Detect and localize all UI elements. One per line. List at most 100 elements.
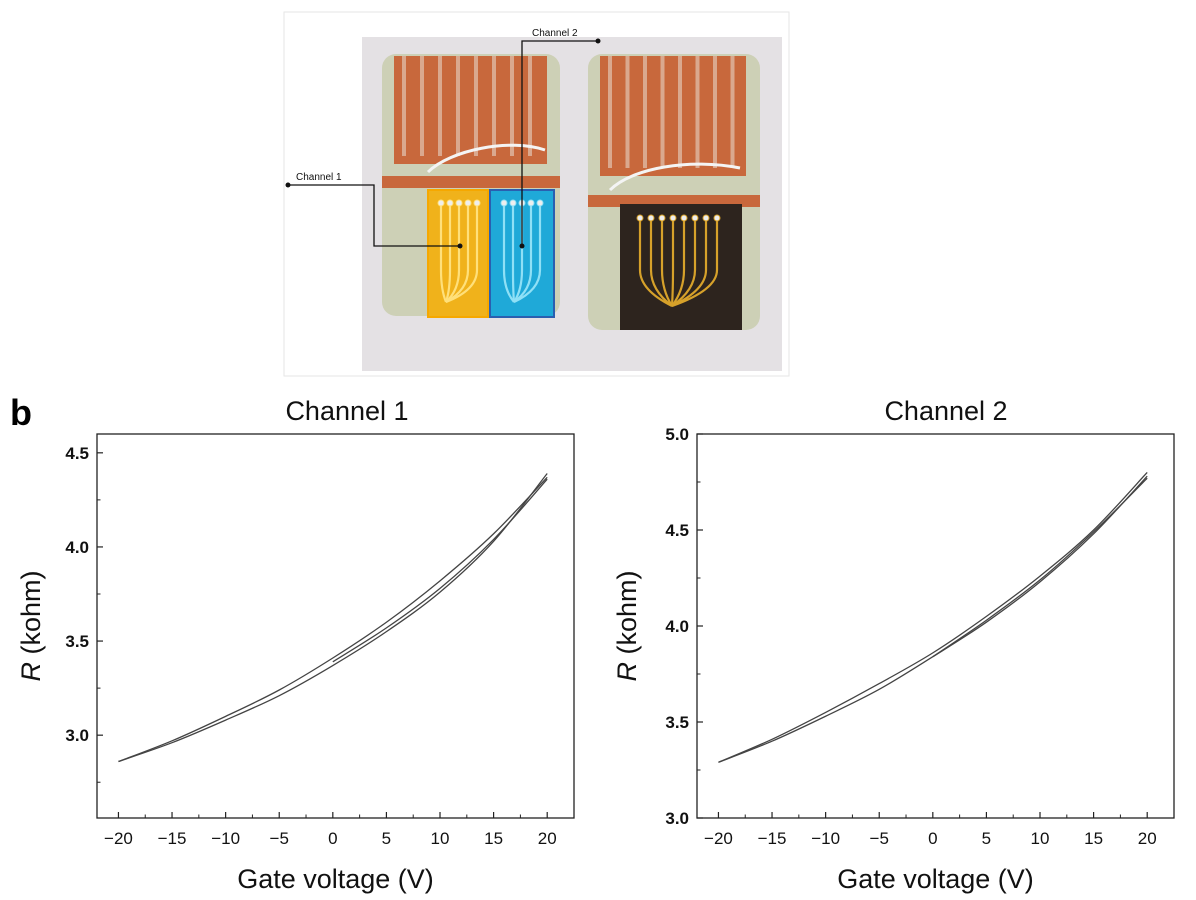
- y-tick-label: 4.0: [665, 617, 689, 636]
- electrode-pad: [500, 199, 508, 207]
- series-line-2: [118, 476, 548, 763]
- electrode-trace: [649, 221, 673, 307]
- electrode-trace: [671, 221, 719, 308]
- electrode-trace: [513, 206, 524, 303]
- electrode-pad: [669, 214, 677, 222]
- y-tick-label: 5.0: [665, 425, 689, 444]
- lead-gap: [492, 56, 496, 156]
- x-axis-label: Gate voltage (V): [237, 864, 434, 894]
- right-copper-leads: [608, 56, 735, 168]
- right-electrodes: [636, 214, 721, 308]
- callout-channel-2-label: Channel 2: [532, 28, 578, 39]
- lead-gap: [713, 56, 717, 168]
- x-tick-label: 10: [1031, 829, 1050, 848]
- series-line-3: [332, 478, 548, 663]
- electrode-trace: [671, 221, 686, 307]
- lead-gap: [474, 56, 478, 156]
- lead-gap: [660, 56, 665, 168]
- lead-gap: [402, 56, 406, 156]
- electrode-trace: [439, 206, 448, 303]
- x-tick-label: −10: [211, 829, 240, 848]
- y-tick-label: 4.5: [65, 444, 89, 463]
- x-tick-label: 10: [431, 829, 450, 848]
- left-device: [382, 54, 560, 318]
- x-axis-label: Gate voltage (V): [837, 864, 1034, 894]
- electrode-pad: [636, 214, 644, 222]
- y-tick-label: 3.5: [65, 632, 89, 651]
- x-tick-label: −5: [870, 829, 889, 848]
- x-tick-label: 20: [1138, 829, 1157, 848]
- chart-channel-1: Channel 1 −20 −15 −10 −5 0 5 10 15 20 3.0 3.5 4.0 4.5…: [16, 396, 575, 894]
- x-tick-label: 0: [928, 829, 937, 848]
- electrode-trace: [513, 206, 542, 303]
- electrode-trace: [445, 206, 479, 304]
- electrode-pad: [702, 214, 710, 222]
- callout-channel-1-label: Channel 1: [296, 172, 342, 183]
- x-tick-label: −20: [104, 829, 133, 848]
- y-tick-label: 3.0: [65, 726, 89, 745]
- electrode-pad: [464, 199, 472, 207]
- chart-channel-2: Channel 2 −20 −15 −10 −5 0 5 10 15 20 3.0 3.5 4.0 4.5…: [612, 396, 1175, 894]
- lead-gap: [420, 56, 424, 156]
- plot-frame: [696, 433, 1175, 819]
- electrode-pad: [536, 199, 544, 207]
- electrode-pad: [680, 214, 688, 222]
- lead-gap: [730, 56, 735, 168]
- series-line-3: [932, 477, 1148, 658]
- electrode-pad: [713, 214, 721, 222]
- x-tick-label: 5: [382, 829, 391, 848]
- chart-title: Channel 2: [884, 396, 1007, 426]
- dark-film-region: [620, 204, 742, 330]
- electrode-pad: [446, 199, 454, 207]
- channel-1-electrodes: [437, 199, 481, 304]
- electrode-trace: [511, 206, 516, 303]
- right-copper-pad-area: [600, 56, 746, 176]
- y-tick-label: 3.5: [665, 713, 689, 732]
- electrode-pad: [691, 214, 699, 222]
- electrode-pad: [658, 214, 666, 222]
- electrode-trace: [670, 221, 675, 307]
- x-tick-label: −15: [758, 829, 787, 848]
- y-tick-label: 4.0: [65, 538, 89, 557]
- x-tick-label: 0: [328, 829, 337, 848]
- x-tick-label: 15: [1084, 829, 1103, 848]
- lead-gap: [456, 56, 460, 156]
- panel-label-b: b: [10, 392, 32, 433]
- x-tick-label: 15: [484, 829, 503, 848]
- chart-title: Channel 1: [285, 396, 408, 426]
- electrode-pad: [437, 199, 445, 207]
- y-tick-label: 4.5: [665, 521, 689, 540]
- x-tick-label: −15: [158, 829, 187, 848]
- plot-frame: [96, 433, 575, 819]
- lead-gap: [695, 56, 700, 168]
- electrode-pad: [455, 199, 463, 207]
- lead-gap: [643, 56, 647, 168]
- y-axis-label: R (kohm): [16, 570, 46, 681]
- lead-gap: [438, 56, 442, 156]
- callout-channel-1: Channel 1: [285, 172, 463, 249]
- device-photo: Channel 1 Channel 2: [283, 11, 790, 377]
- electrode-trace: [660, 221, 673, 307]
- electrode-pad: [527, 199, 535, 207]
- lead-gap: [510, 56, 514, 156]
- x-tick-label: 5: [982, 829, 991, 848]
- series-line-1: [718, 475, 1148, 763]
- electrode-trace: [638, 221, 673, 307]
- electrode-pad: [509, 199, 517, 207]
- x-tick-label: −5: [270, 829, 289, 848]
- y-tick-label: 3.0: [665, 809, 689, 828]
- right-wire: [608, 162, 741, 192]
- callout-channel-2: Channel 2: [519, 28, 601, 249]
- x-tick-label: 20: [538, 829, 557, 848]
- left-copper-pad-area: [394, 56, 547, 164]
- lead-gap: [528, 56, 532, 156]
- electrode-pad: [647, 214, 655, 222]
- electrode-trace: [502, 206, 515, 303]
- x-tick-label: −20: [704, 829, 733, 848]
- electrode-pad: [473, 199, 481, 207]
- lead-gap: [678, 56, 682, 168]
- series-line-2: [718, 471, 1148, 763]
- right-device: [588, 54, 760, 330]
- left-wire: [426, 143, 546, 174]
